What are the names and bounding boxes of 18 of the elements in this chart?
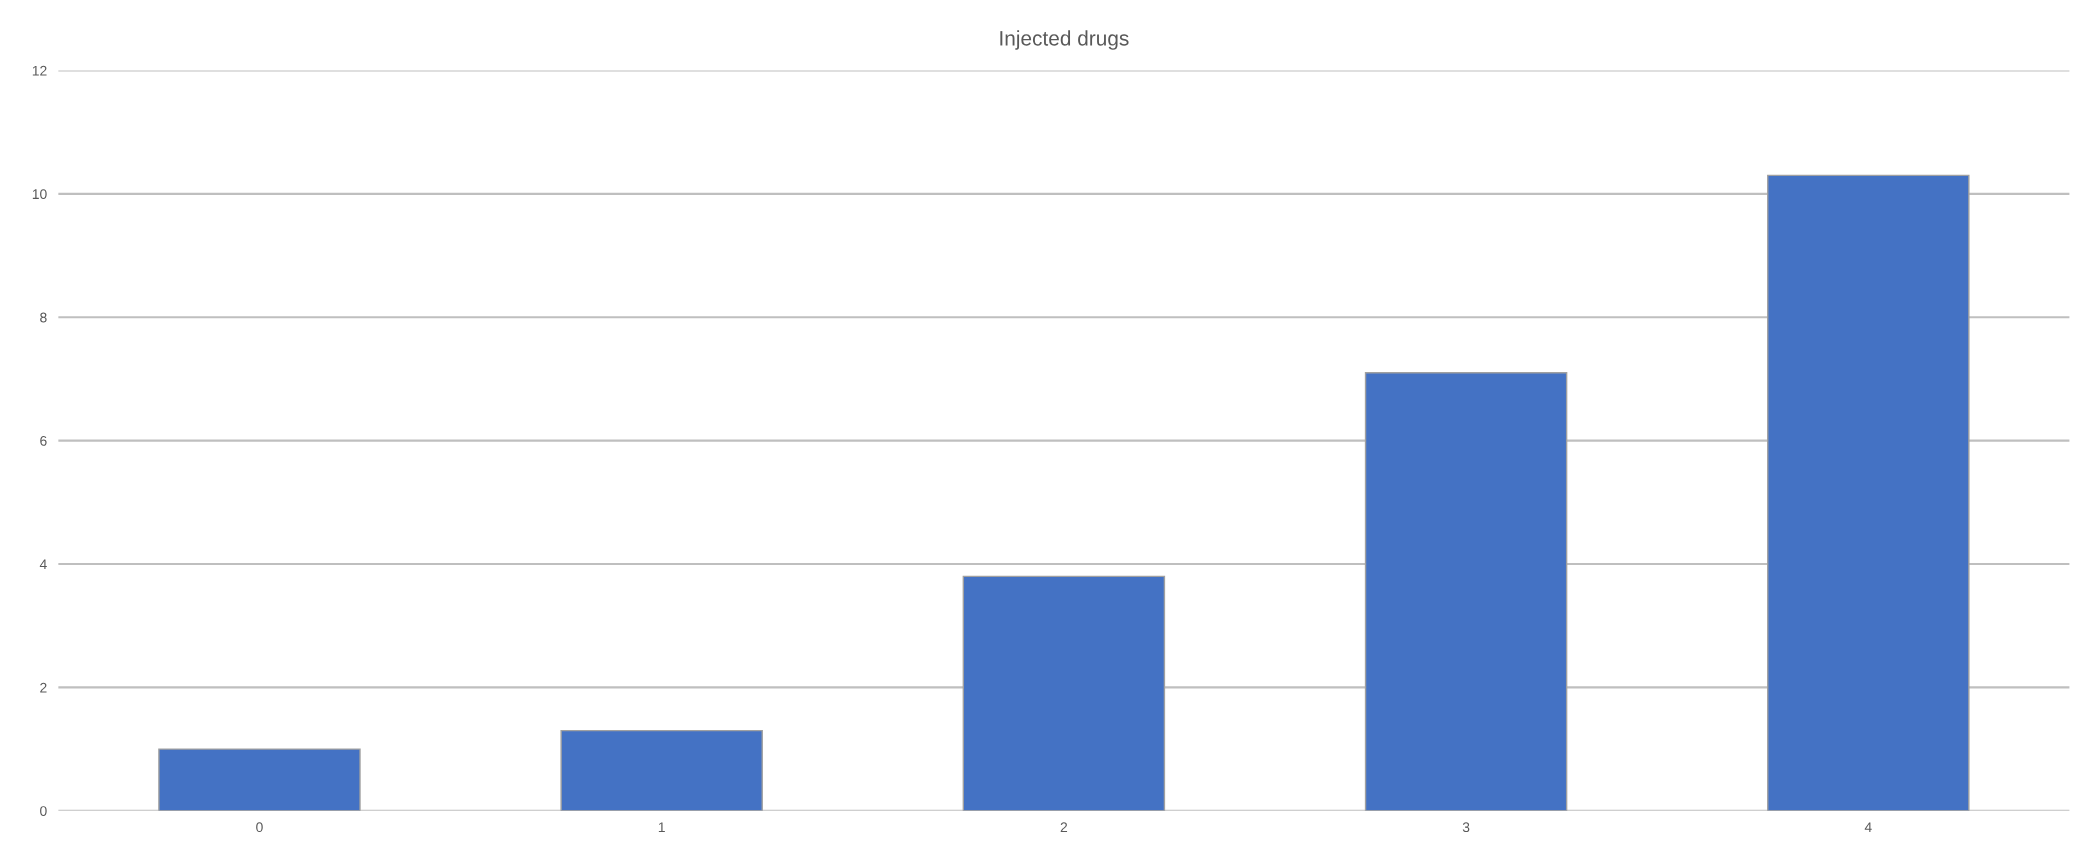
y-tick-label: 4 <box>39 559 47 570</box>
x-tick-label: 1 <box>658 822 665 832</box>
y-tick-label: 2 <box>40 682 47 693</box>
bar <box>1364 372 1568 811</box>
y-tick-label: 12 <box>32 65 47 76</box>
y-tick-label: 8 <box>40 312 47 323</box>
x-tick-label: 4 <box>1864 822 1872 832</box>
bar <box>1767 174 1970 811</box>
x-tick-label: 3 <box>1462 822 1470 833</box>
bar <box>560 729 763 811</box>
y-tick-label: 0 <box>40 806 47 816</box>
x-tick-label: 2 <box>1060 822 1068 832</box>
y-tick-label: 6 <box>40 435 47 446</box>
bar <box>962 575 1166 811</box>
chart-title: Injected drugs <box>1000 30 1129 50</box>
x-tick-label: 0 <box>256 822 263 833</box>
y-tick-label: 10 <box>32 189 47 200</box>
bar <box>158 748 361 811</box>
